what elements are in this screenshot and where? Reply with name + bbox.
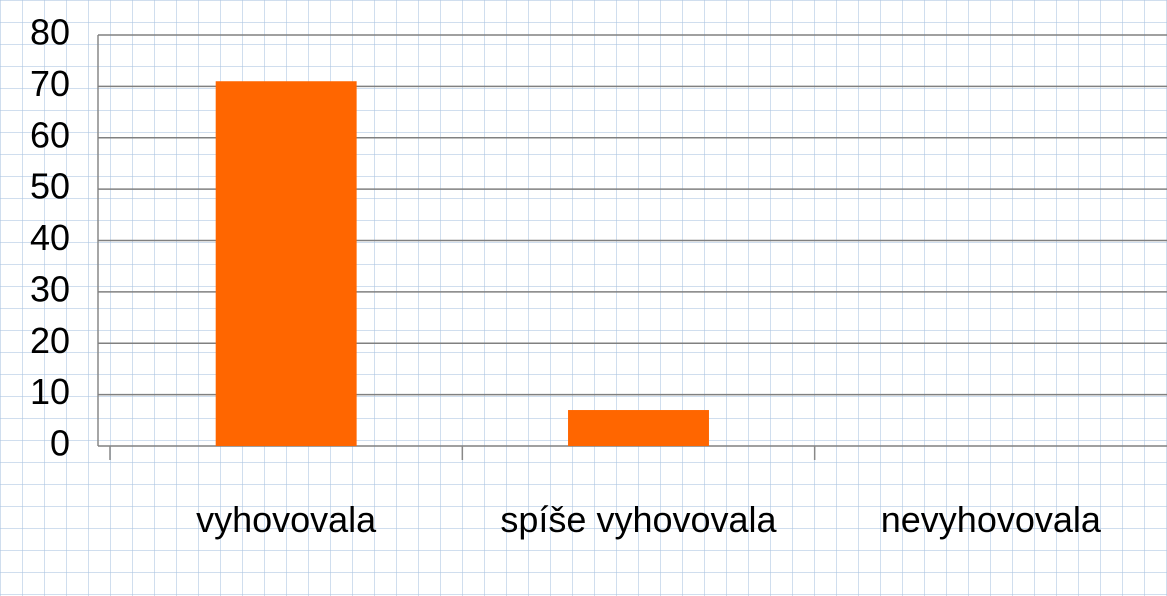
bar	[568, 410, 709, 446]
y-tick-label: 70	[30, 63, 70, 104]
y-tick-label: 80	[30, 12, 70, 53]
y-tick-label: 10	[30, 371, 70, 412]
y-tick-label: 40	[30, 217, 70, 258]
x-tick-label: spíše vyhovovala	[500, 499, 777, 540]
x-tick-label: nevyhovovala	[880, 499, 1101, 540]
y-tick-label: 0	[50, 423, 70, 464]
x-tick-label: vyhovovala	[196, 499, 377, 540]
y-tick-label: 50	[30, 166, 70, 207]
y-tick-label: 60	[30, 114, 70, 155]
bar	[215, 81, 357, 447]
y-tick-label: 20	[30, 320, 70, 361]
y-tick-label: 30	[30, 268, 70, 309]
